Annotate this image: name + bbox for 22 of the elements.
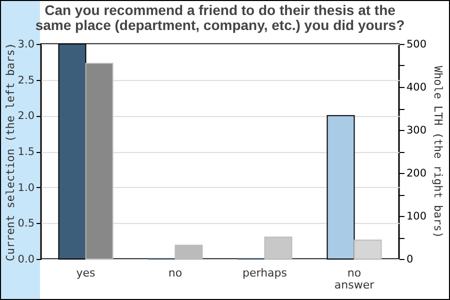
- y-tick-label: 2.5: [18, 74, 34, 86]
- y2-tick-label: 500: [406, 38, 427, 50]
- y2-tick-label: 200: [406, 168, 427, 180]
- y-axis-title: Current selection (the left bars): [4, 42, 17, 262]
- bar: [174, 244, 203, 260]
- y-tick-label: 1.5: [18, 146, 34, 158]
- bar: [264, 236, 292, 260]
- y-tick-label: 3.0: [18, 38, 34, 50]
- x-tick-label: perhaps: [242, 266, 288, 280]
- y-tick-label: 0.0: [18, 254, 34, 266]
- y2-axis-title: Whole LTH (the right bars): [432, 66, 445, 238]
- y2-tick-label: 400: [406, 82, 427, 94]
- y-tick-label: 2.0: [18, 110, 34, 122]
- x-tick-label: no answer: [334, 266, 375, 292]
- y2-tick-label: 100: [406, 210, 427, 222]
- chart-title: Can you recommend a friend to do their thesis at the same place (department, company, etc.) you did yours?: [35, 2, 405, 33]
- y2-tick-label: 300: [406, 124, 427, 136]
- y2-tick-label: 0: [406, 254, 414, 266]
- x-tick-label: no: [168, 266, 182, 280]
- y-tick-label: 0.5: [18, 218, 34, 230]
- x-tick-label: yes: [76, 266, 96, 280]
- y-tick-label: 1.0: [18, 182, 34, 194]
